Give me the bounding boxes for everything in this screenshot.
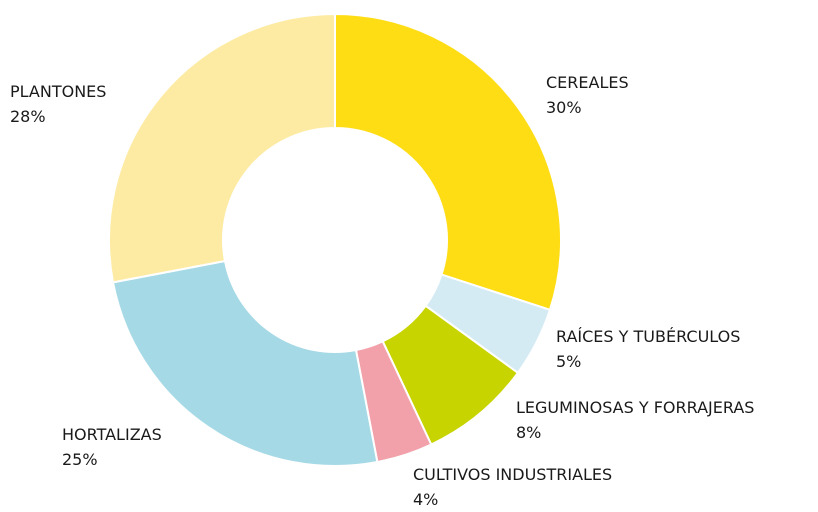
donut-slice bbox=[111, 259, 379, 467]
slice-label: RAÍCES Y TUBÉRCULOS bbox=[556, 327, 740, 346]
slice-value-label: 30% bbox=[546, 98, 582, 117]
slice-label: LEGUMINOSAS Y FORRAJERAS bbox=[516, 398, 754, 417]
slice-value-label: 8% bbox=[516, 423, 541, 442]
slice-value-label: 25% bbox=[62, 450, 98, 469]
slice-label: CULTIVOS INDUSTRIALES bbox=[413, 465, 612, 484]
slice-label: CEREALES bbox=[546, 73, 629, 92]
donut-slice bbox=[108, 12, 336, 284]
slice-value-label: 4% bbox=[413, 490, 438, 509]
slice-label: HORTALIZAS bbox=[62, 425, 162, 444]
donut-slice bbox=[334, 12, 562, 312]
slice-value-label: 5% bbox=[556, 352, 581, 371]
slice-value-label: 28% bbox=[10, 107, 46, 126]
slice-label: PLANTONES bbox=[10, 82, 106, 101]
